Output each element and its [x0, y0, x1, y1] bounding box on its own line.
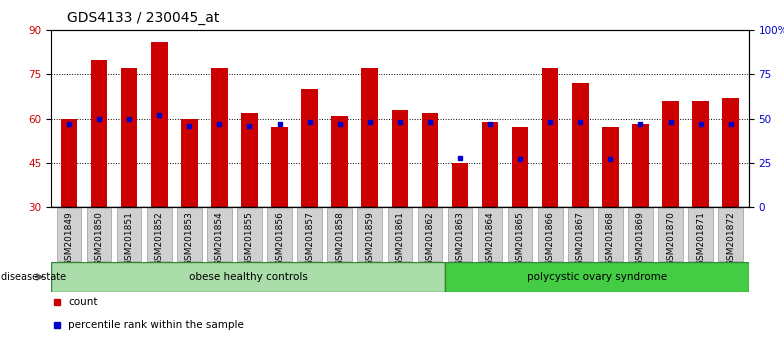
Bar — [181, 119, 198, 207]
FancyBboxPatch shape — [237, 208, 262, 261]
Text: GDS4133 / 230045_at: GDS4133 / 230045_at — [67, 11, 219, 25]
Text: GSM201861: GSM201861 — [395, 211, 405, 266]
Text: GSM201862: GSM201862 — [426, 211, 434, 266]
FancyBboxPatch shape — [358, 208, 382, 261]
FancyBboxPatch shape — [418, 208, 442, 261]
Bar — [662, 101, 679, 207]
Text: GSM201867: GSM201867 — [575, 211, 585, 266]
FancyBboxPatch shape — [568, 208, 593, 261]
FancyBboxPatch shape — [538, 208, 563, 261]
FancyBboxPatch shape — [387, 208, 412, 261]
Bar — [692, 101, 709, 207]
Text: GSM201869: GSM201869 — [636, 211, 645, 266]
Text: GSM201856: GSM201856 — [275, 211, 284, 266]
FancyBboxPatch shape — [297, 208, 322, 261]
FancyBboxPatch shape — [628, 208, 653, 261]
Bar — [60, 119, 78, 207]
Bar — [445, 262, 749, 292]
Bar — [602, 127, 619, 207]
Bar — [211, 68, 227, 207]
Text: polycystic ovary syndrome: polycystic ovary syndrome — [527, 272, 667, 282]
FancyBboxPatch shape — [267, 208, 292, 261]
Text: percentile rank within the sample: percentile rank within the sample — [68, 320, 245, 330]
Bar — [151, 42, 168, 207]
FancyBboxPatch shape — [508, 208, 532, 261]
Bar — [632, 125, 648, 207]
Bar — [51, 262, 445, 292]
Text: obese healthy controls: obese healthy controls — [189, 272, 307, 282]
FancyBboxPatch shape — [207, 208, 232, 261]
FancyBboxPatch shape — [718, 208, 743, 261]
Text: GSM201852: GSM201852 — [154, 211, 164, 266]
Text: GSM201855: GSM201855 — [245, 211, 254, 266]
Text: GSM201870: GSM201870 — [666, 211, 675, 266]
Text: GSM201863: GSM201863 — [456, 211, 464, 266]
Bar — [482, 121, 499, 207]
Bar — [121, 68, 137, 207]
Text: GSM201851: GSM201851 — [125, 211, 133, 266]
Text: GSM201872: GSM201872 — [726, 211, 735, 266]
Text: count: count — [68, 297, 98, 307]
Text: GSM201854: GSM201854 — [215, 211, 224, 266]
Bar — [271, 127, 288, 207]
Text: GSM201865: GSM201865 — [516, 211, 524, 266]
FancyBboxPatch shape — [477, 208, 503, 261]
Bar — [91, 59, 107, 207]
FancyBboxPatch shape — [659, 208, 683, 261]
FancyBboxPatch shape — [598, 208, 622, 261]
Text: GSM201849: GSM201849 — [64, 211, 74, 266]
Bar — [512, 127, 528, 207]
Bar — [361, 68, 378, 207]
FancyBboxPatch shape — [147, 208, 172, 261]
FancyBboxPatch shape — [56, 208, 82, 261]
Bar — [301, 89, 318, 207]
FancyBboxPatch shape — [448, 208, 472, 261]
Text: GSM201866: GSM201866 — [546, 211, 555, 266]
FancyBboxPatch shape — [177, 208, 201, 261]
Bar — [452, 163, 468, 207]
Bar — [391, 110, 408, 207]
Bar — [722, 98, 739, 207]
Bar — [542, 68, 558, 207]
FancyBboxPatch shape — [328, 208, 352, 261]
FancyBboxPatch shape — [87, 208, 111, 261]
Text: GSM201868: GSM201868 — [606, 211, 615, 266]
FancyBboxPatch shape — [688, 208, 713, 261]
Text: GSM201857: GSM201857 — [305, 211, 314, 266]
Text: GSM201859: GSM201859 — [365, 211, 374, 266]
Text: disease state: disease state — [1, 272, 66, 282]
Text: GSM201853: GSM201853 — [185, 211, 194, 266]
Bar — [572, 83, 589, 207]
Bar — [241, 113, 258, 207]
Bar — [332, 116, 348, 207]
Bar — [422, 113, 438, 207]
FancyBboxPatch shape — [117, 208, 141, 261]
Text: GSM201858: GSM201858 — [336, 211, 344, 266]
Text: GSM201864: GSM201864 — [485, 211, 495, 266]
Text: GSM201871: GSM201871 — [696, 211, 705, 266]
Text: GSM201850: GSM201850 — [95, 211, 103, 266]
